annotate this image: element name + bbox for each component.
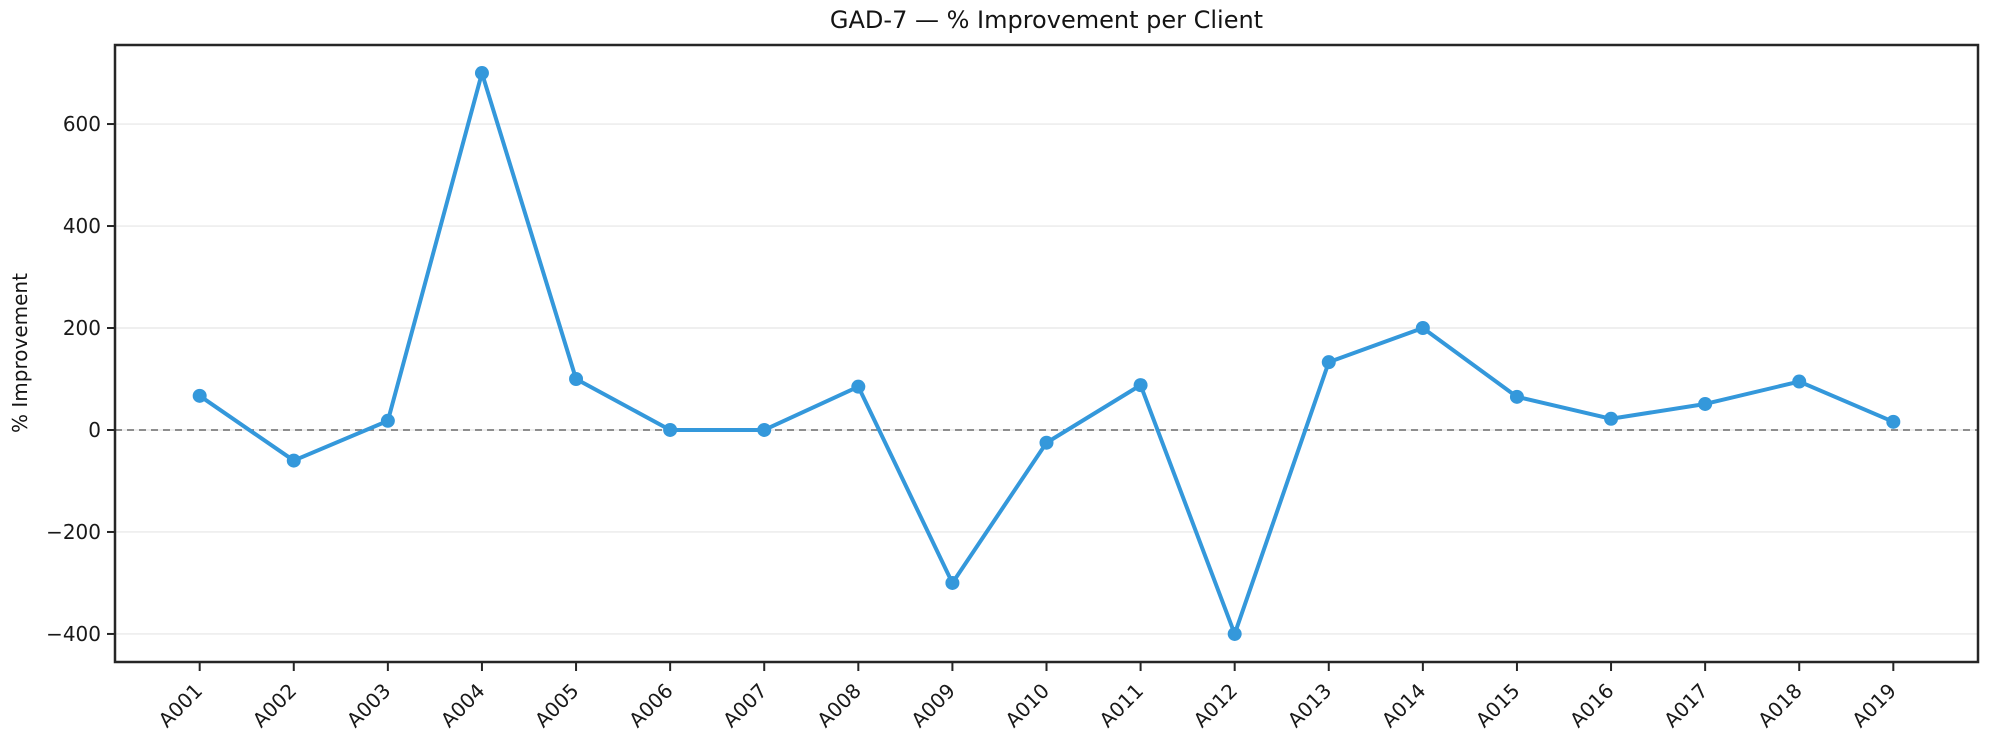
data-point-marker — [1792, 374, 1807, 389]
data-point-marker — [757, 422, 772, 437]
data-point-marker — [1886, 414, 1901, 429]
x-tick-label: A011 — [1094, 679, 1148, 733]
data-point-marker — [1698, 396, 1713, 411]
data-point-marker — [1604, 411, 1619, 426]
x-tick-label: A016 — [1565, 679, 1619, 733]
data-point-marker — [474, 66, 489, 81]
data-point-marker — [1415, 321, 1430, 336]
data-point-marker — [286, 453, 301, 468]
y-tick-label: −200 — [46, 520, 101, 544]
x-tick-label: A018 — [1753, 679, 1807, 733]
data-point-marker — [1509, 389, 1524, 404]
x-tick-label: A002 — [248, 679, 302, 733]
x-tick-label: A015 — [1471, 679, 1525, 733]
data-point-marker — [192, 388, 207, 403]
y-tick-label: 0 — [88, 418, 101, 442]
x-tick-label: A001 — [154, 679, 208, 733]
x-tick-label: A004 — [436, 679, 490, 733]
x-tick-label: A017 — [1659, 679, 1713, 733]
data-point-marker — [1321, 355, 1336, 370]
x-tick-label: A006 — [624, 679, 678, 733]
y-tick-label: −400 — [46, 622, 101, 646]
data-point-marker — [1227, 626, 1242, 641]
y-tick-label: 400 — [63, 214, 101, 238]
x-tick-label: A008 — [812, 679, 866, 733]
x-tick-label: A003 — [342, 679, 396, 733]
x-tick-label: A014 — [1377, 679, 1431, 733]
data-point-marker — [1133, 378, 1148, 393]
x-tick-label: A012 — [1189, 679, 1243, 733]
x-tick-label: A019 — [1847, 679, 1901, 733]
data-line — [197, 71, 1896, 636]
data-point-marker — [1039, 435, 1054, 450]
data-point-marker — [663, 422, 678, 437]
data-point-marker — [945, 575, 960, 590]
data-point-marker — [569, 371, 584, 386]
x-tick-label: A013 — [1283, 679, 1337, 733]
y-tick-label: 600 — [63, 112, 101, 136]
x-tick-label: A010 — [1000, 679, 1054, 733]
x-tick-label: A009 — [906, 679, 960, 733]
chart-title: GAD-7 — % Improvement per Client — [829, 6, 1264, 34]
data-point-marker — [380, 413, 395, 428]
x-tick-label: A005 — [530, 679, 584, 733]
data-point-marker — [851, 379, 866, 394]
x-tick-label: A007 — [718, 679, 772, 733]
plot-border — [113, 43, 1980, 664]
y-tick-label: 200 — [63, 316, 101, 340]
